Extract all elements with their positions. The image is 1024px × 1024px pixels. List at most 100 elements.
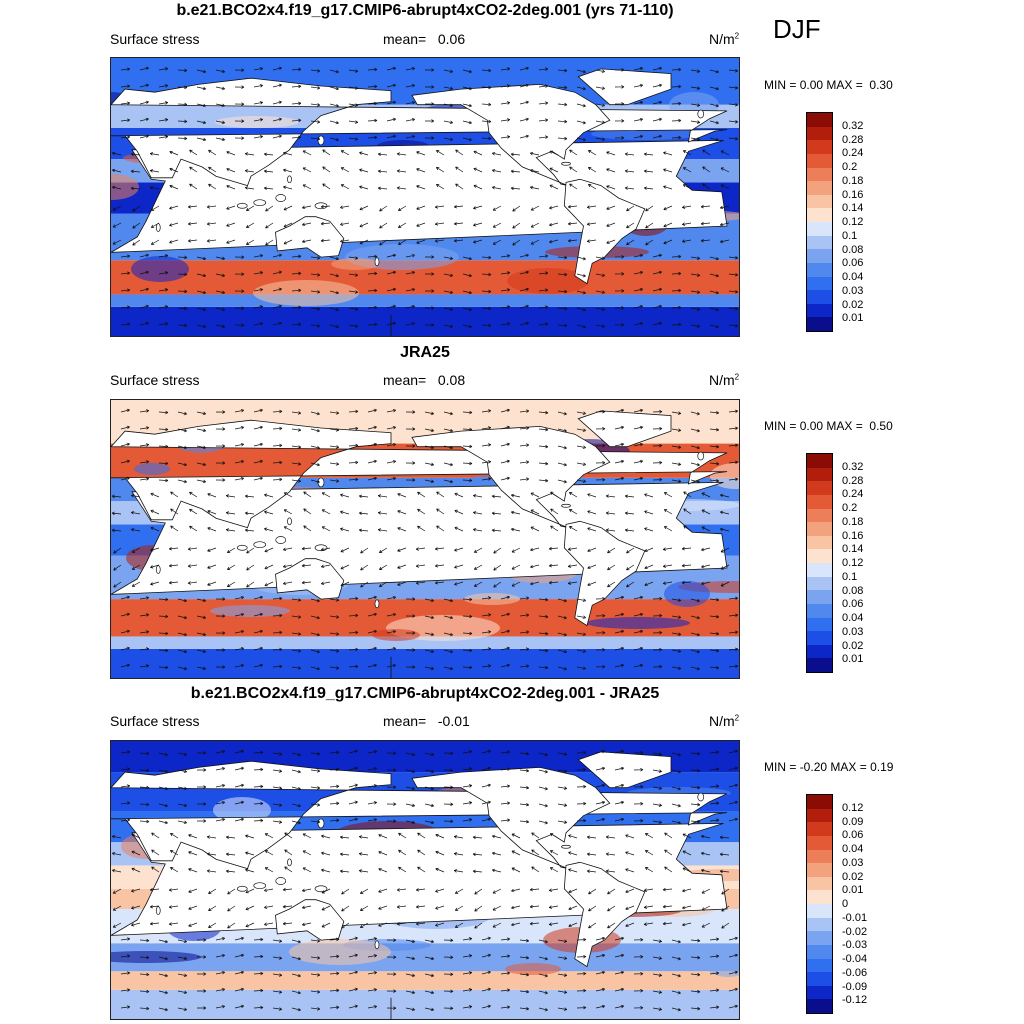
island [236,885,248,892]
colorbar-tick-label: -0.06 [842,966,868,979]
colorbar-tick-label: 0.1 [842,229,858,242]
colorbar-swatch [807,631,832,645]
colorbar-swatch [807,181,832,195]
colorbar-tick-label: 0.03 [842,856,864,869]
field-band [111,294,739,307]
colorbar-tick-label: 0.04 [842,271,864,283]
map-model [110,57,740,337]
colorbar-tick-label: -0.12 [842,994,868,1007]
field-blob [464,593,520,605]
colorbar-tick-label: 0.06 [842,257,864,270]
colorbar-swatch [807,931,832,945]
colorbar-tick-label: -0.03 [842,939,868,952]
island [374,257,380,267]
mean-label: mean= [383,372,427,388]
island [155,565,161,574]
colorbar-swatch [807,972,832,986]
map-obs [110,399,740,679]
island [697,792,705,802]
island [314,202,328,210]
colorbar-tick-label: 0.24 [842,488,864,501]
colorbar-swatch [807,290,832,304]
island [236,544,248,551]
colorbar-swatch [807,522,832,536]
mean-readout: mean= 0.06 [383,31,465,47]
colorbar-swatch [807,999,832,1013]
colorbar-swatch [807,222,832,236]
colorbar-swatch [807,917,832,932]
colorbar-tick-label: 0.06 [842,829,864,842]
colorbar-tick-label: 0.04 [842,843,864,855]
field-label: Surface stress [110,31,200,47]
units-label: N/m2 [709,372,740,388]
field-band [111,989,739,1019]
colorbar-swatch [807,235,832,250]
colorbar-model [806,112,833,332]
season-label: DJF [773,14,821,44]
colorbar-tick-label: 0.08 [842,584,864,597]
island [253,541,267,549]
land-mass [111,482,728,595]
colorbar-swatch [807,644,832,659]
island [314,885,328,893]
field-band [111,636,739,649]
field-blob [289,939,391,965]
island [287,858,292,867]
colorbar-swatch [807,276,832,291]
colorbar-tick-label: 0.1 [842,570,858,583]
colorbar-swatch [807,590,832,604]
colorbar-tick-label: 0.02 [842,298,864,311]
land-mass [577,410,672,448]
colorbar-tick-label: 0.01 [842,884,864,897]
field-blob [331,258,379,270]
colorbar-swatch [807,140,832,154]
mean-value: 0.06 [437,31,466,47]
land-mass [111,760,728,870]
colorbar-swatch [807,262,832,277]
colorbar-tick-label: 0.32 [842,119,864,132]
land-mass [411,425,611,528]
colorbar-tick-label: 0.04 [842,612,864,624]
colorbar-tick-label: -0.04 [842,953,868,965]
field-band [111,971,739,990]
island [697,451,705,461]
colorbar-swatch [807,808,832,823]
panel-title: JRA25 [400,344,450,361]
colorbar-tick-label: 0.2 [842,502,858,514]
colorbar-swatch [807,208,832,222]
wind-vectors [111,66,739,329]
field-blob [705,951,739,977]
colorbar-swatch [807,454,832,468]
island [287,517,292,526]
colorbar-tick-label: 0.2 [842,161,858,173]
colorbar-swatch [807,303,832,318]
land-mass [275,558,345,600]
colorbar-swatch [807,549,832,563]
land-mass [111,140,728,253]
island [561,844,571,849]
panel-title: b.e21.BCO2x4.f19_g17.CMIP6-abrupt4xCO2-2… [176,2,674,19]
field-label: Surface stress [110,372,200,388]
colorbar-swatch [807,849,832,864]
mean-value: -0.01 [437,713,470,729]
colorbar-tick-label: -0.01 [842,911,868,924]
colorbar-tick-label: 0.08 [842,243,864,256]
island [561,503,571,508]
colorbar-tick-label: 0.18 [842,174,864,187]
island [275,536,287,544]
island [314,544,328,552]
colorbar-swatch [807,617,832,632]
colorbar-tick-label: 0.03 [842,284,864,297]
land-mass [111,77,728,187]
colorbar-swatch [807,317,832,331]
field-blob [134,463,170,475]
colorbar-tick-label: 0.16 [842,188,864,201]
mean-label: mean= [383,31,427,47]
island [236,202,248,209]
colorbar-tick-label: 0.12 [842,801,864,814]
wind-vectors [111,749,738,1012]
land-mass [411,766,611,869]
island [253,199,267,207]
mean-readout: mean= 0.08 [383,372,465,388]
field-blob [372,629,420,641]
